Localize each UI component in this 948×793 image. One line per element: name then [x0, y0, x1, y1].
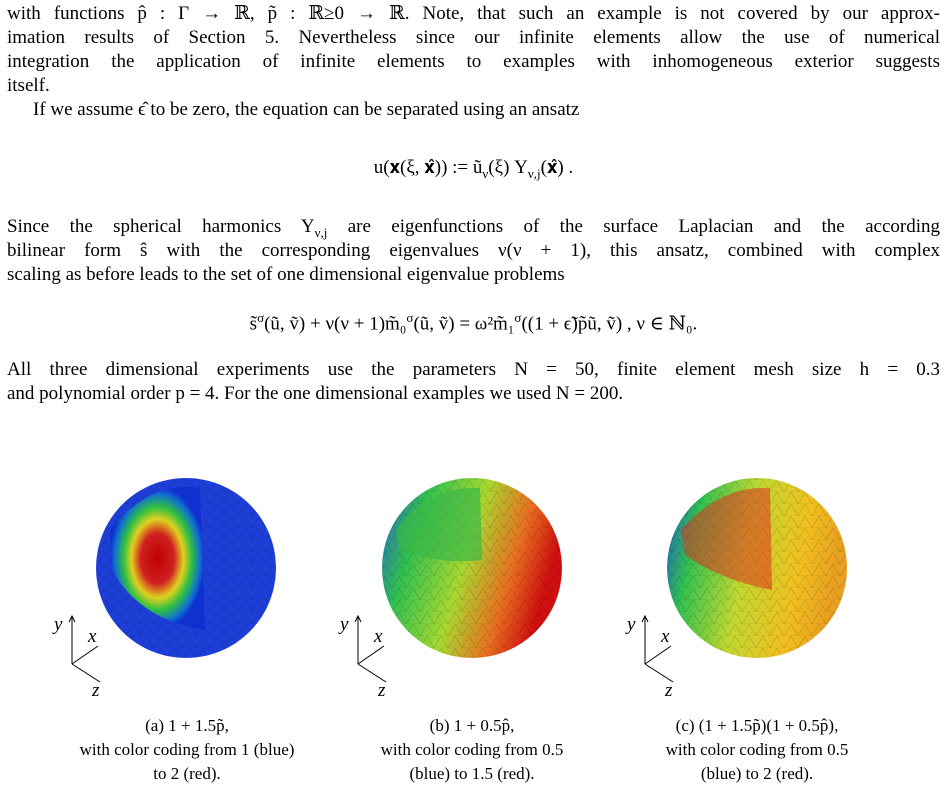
caption: (b) 1 + 0.5p̂, with color coding from 0.… — [327, 714, 617, 786]
figure-row: y x z y x z y x z — [52, 478, 847, 701]
axis-label: y — [52, 614, 63, 635]
axis-label: z — [91, 680, 100, 701]
caption-line: (blue) to 1.5 (red). — [409, 764, 535, 783]
math: σ — [514, 310, 522, 325]
text-line: Since the spherical harmonics Yν,j are e… — [7, 215, 940, 245]
text-line: If we assume ϵ̂ to be zero, the equation… — [33, 99, 580, 120]
math: (𝐱̂) . — [540, 157, 574, 178]
sphere-c — [667, 478, 847, 658]
caption-line: with color coding from 0.5 — [665, 740, 849, 759]
equation: u(𝐱(ξ, 𝐱̂)) := ũν(ξ) Yν,j(𝐱̂) . — [7, 156, 940, 186]
text: are eigenfunctions of the surface Laplac… — [327, 216, 940, 237]
math: (ũ, ṽ) + ν(ν + 1)m̃₀ — [264, 313, 407, 335]
caption-line: with color coding from 0.5 — [380, 740, 564, 759]
caption: (c) (1 + 1.5p̃)(1 + 0.5p̂), with color c… — [612, 714, 902, 786]
caption: (a) 1 + 1.5p̃, with color coding from 1 … — [42, 714, 332, 786]
axis-label: y — [338, 614, 349, 635]
math: ((1 + ϵ̃)p̃ũ, ṽ) , ν ∈ ℕ₀. — [521, 313, 698, 335]
sphere-a — [96, 478, 276, 658]
caption-line: with color coding from 1 (blue) — [79, 740, 295, 759]
math: (ũ, ṽ) = ω²m̃₁ — [413, 313, 515, 335]
axis-label: x — [373, 626, 383, 647]
axes-icons — [68, 614, 674, 683]
caption-line: (a) 1 + 1.5p̃, — [145, 716, 229, 735]
text-line: imation results of Section 5. Neverthele… — [7, 27, 940, 48]
text-line: scaling as before leads to the set of on… — [7, 264, 565, 285]
math: u(𝐱(ξ, 𝐱̂)) := ũ — [373, 157, 483, 178]
text-line: bilinear form ŝ with the corresponding e… — [7, 240, 940, 261]
equation: s̃σ(ũ, ṽ) + ν(ν + 1)m̃₀σ(ũ, ṽ) = ω²m̃₁σ(… — [7, 306, 940, 336]
axis-label: z — [377, 680, 386, 701]
text-line: integration the application of infinite … — [7, 51, 940, 72]
math: ν,j — [527, 165, 541, 181]
math: ν — [482, 165, 489, 181]
math: (ξ) Y — [488, 157, 528, 178]
text-line: and polynomial order p = 4. For the one … — [7, 383, 624, 404]
sphere-b — [382, 478, 562, 658]
text-line: itself. — [7, 75, 50, 96]
axis-label: y — [625, 614, 636, 635]
text-line: All three dimensional experiments use th… — [7, 359, 940, 380]
text: ν,j — [314, 224, 328, 240]
caption-line: (c) (1 + 1.5p̃)(1 + 0.5p̂), — [675, 716, 839, 735]
math: s̃ — [249, 313, 258, 335]
caption-line: (b) 1 + 0.5p̂, — [429, 716, 515, 735]
axis-label: x — [87, 626, 97, 647]
text: Since the spherical harmonics Y — [7, 216, 315, 237]
axis-label: x — [660, 626, 670, 647]
text-line: with functions p̂ : Γ → ℝ, p̃ : ℝ≥0 → ℝ.… — [7, 3, 940, 24]
math: σ — [257, 310, 265, 325]
math: σ — [406, 310, 414, 325]
caption-line: to 2 (red). — [153, 764, 221, 783]
caption-line: (blue) to 2 (red). — [700, 764, 814, 783]
axis-label: z — [664, 680, 673, 701]
